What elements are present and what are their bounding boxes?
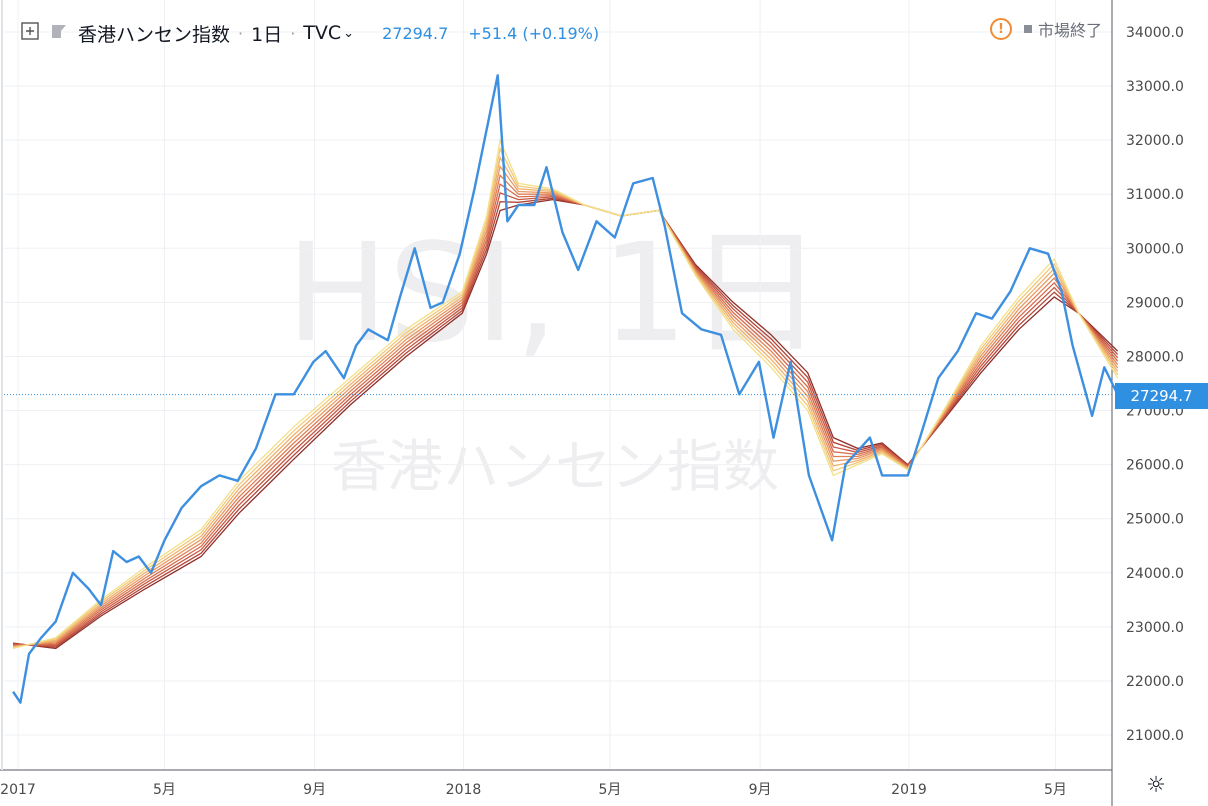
y-tick-label: 32000.0 xyxy=(1126,133,1184,149)
settings-icon[interactable]: ☼ xyxy=(1146,773,1166,798)
x-tick-label: 2018 xyxy=(446,782,482,798)
source-label[interactable]: TVC xyxy=(303,22,342,44)
symbol-name[interactable]: 香港ハンセン指数 xyxy=(78,23,231,46)
add-symbol-icon[interactable] xyxy=(20,21,40,46)
ema-ribbon-line xyxy=(13,198,1119,650)
market-status-label: 市場終了 xyxy=(1037,21,1102,40)
x-tick-label: 2017 xyxy=(0,782,36,798)
y-tick-label: 22000.0 xyxy=(1126,674,1184,690)
x-tick-label: 9月 xyxy=(749,782,772,798)
x-tick-label: 5月 xyxy=(1044,782,1067,798)
y-tick-label: 30000.0 xyxy=(1126,241,1184,257)
y-tick-label: 34000.0 xyxy=(1126,25,1184,41)
y-tick-label: 25000.0 xyxy=(1126,512,1184,528)
x-tick-label: 5月 xyxy=(153,782,176,798)
last-value: 27294.7 xyxy=(382,23,449,43)
separator-dot: · xyxy=(238,23,244,43)
chart-header: 香港ハンセン指数 · 1日 · TVC ⌄ 27294.7 +51.4 (+0.… xyxy=(20,18,599,48)
ema-ribbon-line xyxy=(13,192,1119,647)
alert-icon[interactable]: ! xyxy=(989,18,1012,40)
chevron-down-icon[interactable]: ⌄ xyxy=(343,25,355,41)
y-tick-label: 33000.0 xyxy=(1126,79,1184,95)
y-tick-label: 26000.0 xyxy=(1126,458,1184,474)
ema-ribbon-line xyxy=(13,183,1119,646)
y-tick-label: 28000.0 xyxy=(1126,349,1184,365)
interval-label[interactable]: 1日 xyxy=(251,23,283,46)
y-tick-label: 23000.0 xyxy=(1126,620,1184,636)
y-tick-label: 31000.0 xyxy=(1126,187,1184,203)
ema-ribbon-line xyxy=(13,197,1119,648)
price-line xyxy=(12,74,1119,704)
market-status: ! 市場終了 xyxy=(989,16,1102,42)
y-tick-label: 29000.0 xyxy=(1126,295,1184,311)
y-tick-label: 21000.0 xyxy=(1126,728,1184,744)
price-change: +51.4 (+0.19%) xyxy=(468,23,600,43)
x-tick-label: 5月 xyxy=(599,782,622,798)
flag-icon[interactable] xyxy=(50,22,68,45)
status-square-icon xyxy=(1023,25,1032,33)
y-tick-label: 24000.0 xyxy=(1126,566,1184,582)
separator-dot: · xyxy=(290,23,296,43)
x-tick-label: 2019 xyxy=(891,782,927,798)
x-tick-label: 9月 xyxy=(303,782,326,798)
last-price-tag: 27294.7 xyxy=(1115,383,1208,409)
